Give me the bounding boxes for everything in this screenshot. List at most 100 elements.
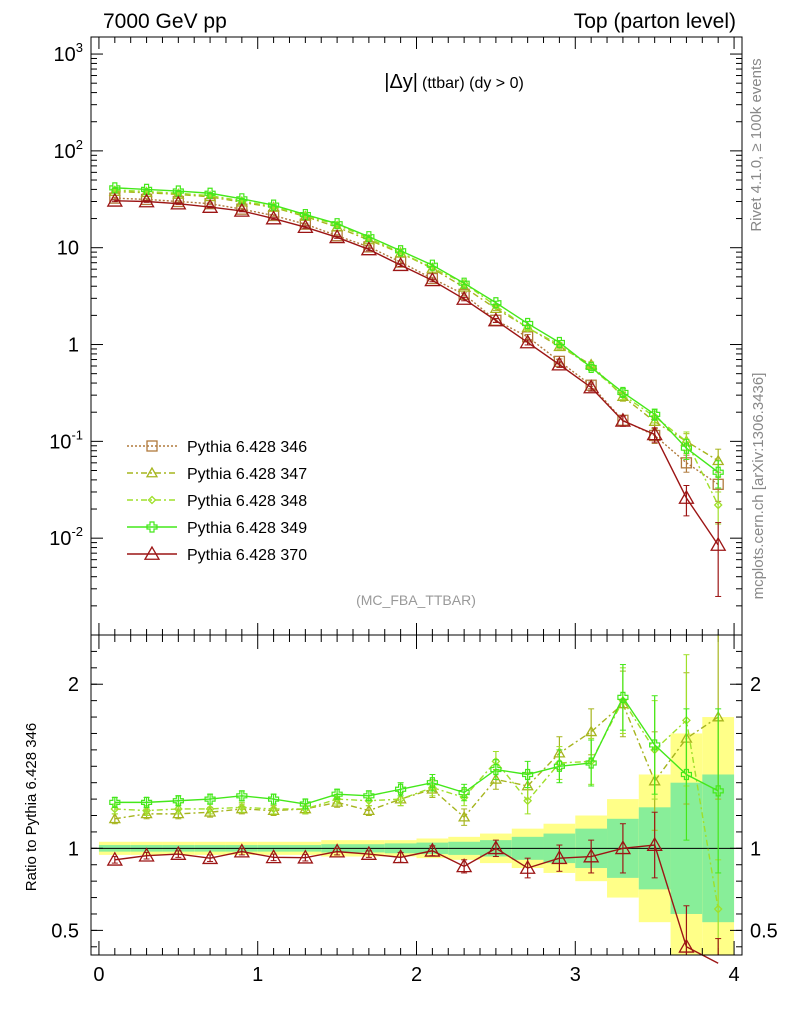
data-point: [233, 843, 250, 858]
ratio-ylabel: Ratio to Pythia 6.428 346: [23, 723, 40, 891]
legend-marker: [143, 545, 161, 560]
mcplots-label: mcplots.cern.ch [arXiv:1306.3436]: [750, 373, 767, 600]
data-point: [297, 218, 314, 234]
analysis-label: (MC_FBA_TTBAR): [356, 592, 476, 608]
data-point: [236, 790, 248, 802]
data-point: [172, 807, 185, 819]
observable-title: |Δy|: [384, 71, 418, 93]
y-tick-label: 0.5: [51, 920, 79, 942]
data-point: [456, 858, 473, 873]
series-line: [114, 200, 719, 546]
data-point: [458, 810, 471, 822]
legend-entry-347: Pythia 6.428 347: [127, 466, 307, 483]
ratio-series-349: [109, 664, 724, 874]
main-frame: [90, 36, 743, 636]
legend-label: Pythia 6.428 347: [187, 466, 307, 483]
legend-label: Pythia 6.428 370: [187, 547, 307, 564]
data-point: [519, 859, 536, 874]
data-point: [392, 849, 409, 864]
data-point: [713, 904, 723, 914]
data-point: [490, 763, 502, 776]
data-point: [522, 768, 534, 781]
y-tick-label: 10-2: [49, 524, 83, 550]
data-point: [426, 259, 438, 271]
data-point: [360, 241, 377, 256]
series-line: [114, 187, 719, 473]
data-point: [140, 807, 153, 819]
data-point: [236, 193, 248, 205]
y-tick-label: 103: [54, 40, 83, 66]
data-point: [551, 849, 568, 865]
legend-entry-349: Pythia 6.428 349: [127, 520, 307, 537]
data-point: [487, 312, 505, 327]
series-347: [108, 185, 725, 478]
data-point: [553, 336, 566, 349]
data-point: [108, 812, 121, 824]
observable-suffix: (ttbar) (dy > 0): [422, 75, 524, 92]
data-point: [395, 783, 407, 795]
data-point: [424, 272, 441, 287]
data-point: [680, 768, 693, 781]
data-point: [585, 725, 598, 737]
rivet-label: Rivet 4.1.0, ≥ 100k events: [748, 58, 765, 231]
y-tick-label: 10-1: [49, 427, 83, 453]
data-point: [109, 182, 121, 194]
data-point: [109, 796, 121, 808]
legend: Pythia 6.428 346 Pythia 6.428 347 Pythia 6…: [127, 439, 307, 564]
y-tick-label: 10: [57, 238, 79, 260]
y-tick-label: 1: [68, 838, 79, 860]
data-point: [614, 840, 632, 855]
data-point: [649, 739, 661, 751]
data-point: [170, 195, 187, 210]
legend-entry-348: Pythia 6.428 348: [127, 493, 307, 510]
ratio-frame: [90, 634, 743, 956]
data-point: [203, 805, 217, 817]
data-point: [551, 356, 568, 371]
data-point: [490, 297, 502, 309]
x-tick-label: 1: [252, 964, 263, 986]
data-point: [424, 842, 441, 857]
data-point: [363, 231, 375, 243]
data-point: [328, 229, 346, 244]
x-tick-label: 0: [93, 964, 104, 986]
data-point: [267, 793, 280, 805]
legend-entry-346: Pythia 6.428 346: [127, 439, 307, 456]
legend-label: Pythia 6.428 349: [187, 520, 307, 537]
series-line: [114, 695, 719, 805]
data-point: [617, 691, 629, 703]
data-point: [328, 843, 346, 858]
y-tick-label-right: 1: [750, 838, 761, 860]
data-point: [201, 849, 219, 865]
data-point: [170, 845, 187, 860]
data-point: [142, 806, 151, 816]
data-point: [395, 245, 407, 257]
legend-entry-370: Pythia 6.428 370: [127, 545, 307, 564]
data-point: [330, 796, 344, 807]
data-point: [106, 851, 123, 866]
data-point: [583, 848, 600, 863]
data-point: [205, 804, 215, 814]
legend-marker: [145, 466, 159, 478]
data-point: [363, 790, 375, 802]
data-point: [712, 785, 724, 797]
data-point: [204, 187, 216, 199]
data-point: [265, 210, 282, 225]
data-point: [392, 256, 409, 272]
data-point: [360, 845, 377, 860]
data-point: [458, 786, 470, 799]
data-point: [713, 500, 723, 510]
x-tick-label: 4: [728, 964, 739, 986]
legend-label: Pythia 6.428 348: [187, 493, 307, 510]
y-tick-label-right: 0.5: [750, 920, 778, 942]
data-point: [583, 379, 600, 394]
data-point: [678, 938, 695, 953]
series-line: [114, 189, 719, 506]
data-point: [712, 466, 724, 478]
data-point: [299, 798, 311, 810]
data-point: [646, 426, 663, 441]
legend-label: Pythia 6.428 346: [187, 439, 307, 456]
legend-marker: [146, 521, 158, 533]
data-point: [297, 849, 314, 864]
data-point: [201, 198, 219, 213]
